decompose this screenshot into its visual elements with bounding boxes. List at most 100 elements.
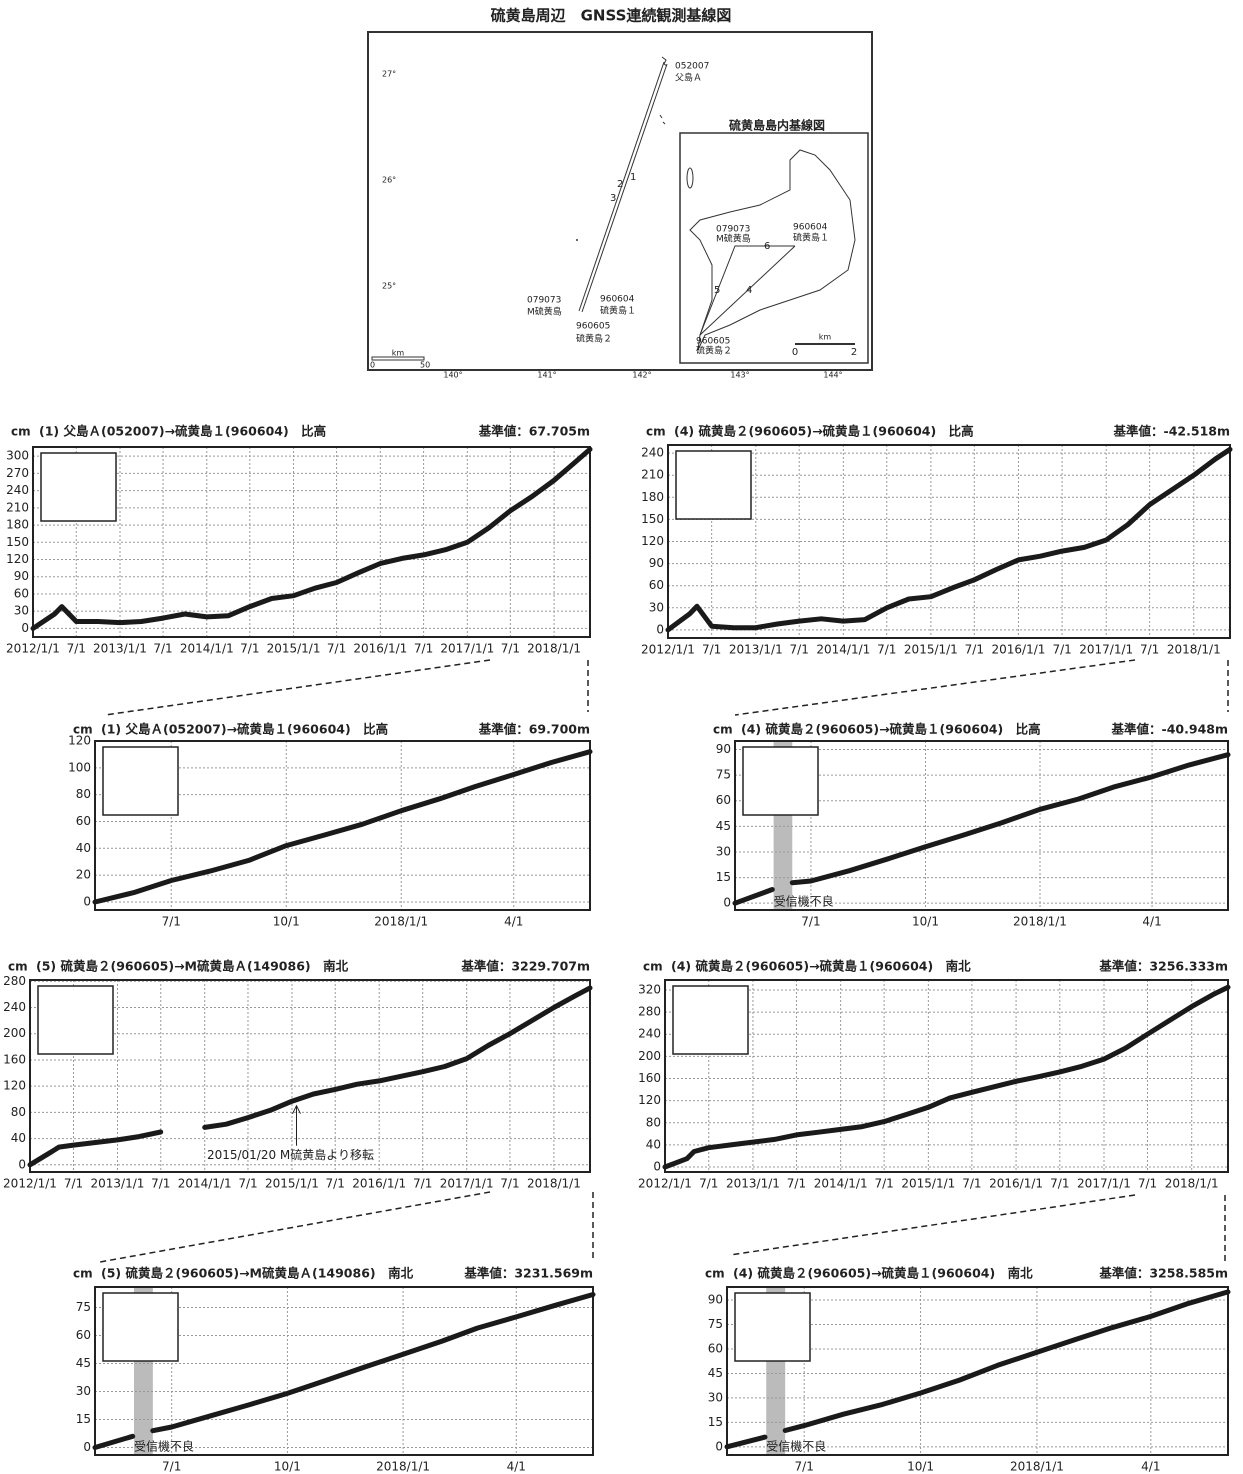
y-axis-label: cm [73,1267,93,1281]
legend-box [37,985,114,1055]
inset-frame [679,132,869,364]
x-tick-label: 2013/1/1 [91,1177,145,1191]
baseline-number: 4 [746,285,752,296]
annotation: 受信機不良 [134,1439,194,1454]
chart: cm (4) 硫黄島２(960605)→硫黄島１(960604) 比高 基準値：-4… [641,424,1233,657]
y-tick-label: 300 [6,449,29,463]
x-tick-label: 7/1 [67,642,86,656]
y-tick-label: 120 [68,734,91,748]
baseline-value: 基準値：3256.333m [1098,959,1228,974]
x-tick-label: 2018/1/1 [527,642,581,656]
station-name: 父島Ａ [675,72,702,84]
chart-title: (5) 硫黄島２(960605)→M硫黄島Ａ(149086) 南北 [36,959,349,974]
station-code: 079073 [716,225,750,235]
x-tick-label: 4/1 [507,1460,526,1474]
x-tick-label: 2017/1/1 [440,642,494,656]
y-tick-label: 60 [649,578,664,592]
map: 硫黄島周辺 GNSS連続観測基線図 27° 26° 25° 140° 141° … [367,7,873,380]
islands [659,56,668,125]
x-tick-label: 7/1 [801,915,820,929]
x-tick-label: 7/1 [327,642,346,656]
x-tick-label: 2016/1/1 [352,1177,406,1191]
baseline-value: 基準値：-40.948m [1111,722,1228,737]
station-name: 硫黄島１ [600,305,636,317]
data-line [732,752,1231,906]
y-tick-label: 60 [716,793,731,807]
data-line [30,446,593,631]
y-tick-label: 30 [14,604,29,618]
y-tick-label: 60 [14,586,29,600]
y-tick-label: 40 [11,1131,26,1145]
scale-zero: 0 [792,347,798,358]
x-tick-label: 7/1 [501,642,520,656]
x-tick-label: 2016/1/1 [989,1177,1043,1191]
chart: cm (4) 硫黄島２(960605)→硫黄島１(960604) 南北 基準値：32… [638,959,1231,1191]
x-tick-label: 7/1 [413,1177,432,1191]
y-tick-label: 15 [716,870,731,884]
lat-label: 27° [382,70,396,79]
lon-label: 144° [823,371,842,380]
y-tick-label: 210 [6,500,29,514]
station-code: 960605 [696,337,730,347]
x-tick-label: 2015/1/1 [904,643,958,657]
y-tick-label: 160 [3,1052,26,1066]
y-tick-label: 0 [21,621,29,635]
y-tick-label: 75 [716,768,731,782]
data-line [665,446,1233,633]
x-tick-label: 2015/1/1 [267,642,321,656]
station-name: M硫黄島 [716,233,751,245]
y-tick-label: 45 [708,1366,723,1380]
station-code: 960604 [793,223,828,233]
legend-box [40,452,117,522]
y-tick-label: 90 [14,569,29,583]
plot-frame [667,444,1231,639]
chart: cm (5) 硫黄島２(960605)→M硫黄島Ａ(149086) 南北 基準値：3… [3,959,593,1191]
baseline-value: 基準値：3258.585m [1098,1266,1228,1281]
y-tick-label: 240 [641,446,664,460]
plot-frame [664,979,1229,1173]
annotation: 受信機不良 [774,894,834,909]
y-tick-label: 60 [76,1328,91,1342]
y-tick-label: 320 [638,982,661,996]
y-tick-label: 0 [656,622,664,636]
x-tick-label: 10/1 [912,915,939,929]
y-tick-label: 200 [638,1049,661,1063]
baseline-value: 基準値：69.700m [478,722,590,737]
chart-title: (4) 硫黄島２(960605)→硫黄島１(960604) 南北 [671,959,971,974]
x-tick-label: 2018/1/1 [1165,1177,1219,1191]
x-tick-label: 4/1 [504,915,523,929]
y-axis-label: cm [643,960,663,974]
chart: cm (4) 硫黄島２(960605)→硫黄島１(960604) 比高 基準値：-4… [713,722,1231,929]
x-tick-label: 2018/1/1 [1013,915,1067,929]
island [576,239,578,241]
y-axis-label: cm [11,425,31,439]
data-line [92,1292,596,1450]
y-tick-label: 80 [11,1105,26,1119]
y-tick-label: 45 [76,1356,91,1370]
y-axis-label: cm [646,425,666,439]
x-tick-label: 2012/1/1 [641,643,695,657]
x-tick-label: 7/1 [702,643,721,657]
chart: cm (4) 硫黄島２(960605)→硫黄島１(960604) 南北 基準値：32… [705,1266,1231,1474]
scale-unit: km [392,349,405,358]
baseline-number: 3 [610,193,616,204]
lon-label: 141° [537,371,556,380]
map-title: 硫黄島周辺 GNSS連続観測基線図 [491,7,732,25]
x-tick-label: 7/1 [877,643,896,657]
inset-baselines [699,245,796,336]
x-tick-label: 7/1 [795,1460,814,1474]
y-tick-label: 30 [708,1390,723,1404]
scale-unit: km [819,333,832,342]
x-tick-label: 2012/1/1 [6,642,60,656]
x-tick-label: 10/1 [273,915,300,929]
x-tick-label: 7/1 [699,1177,718,1191]
y-tick-label: 100 [68,760,91,774]
legend-box [672,985,749,1055]
baseline-number: 1 [630,172,636,183]
scale-zero: 0 [370,361,375,370]
y-tick-label: 160 [638,1071,661,1085]
chart: cm (1) 父島Ａ(052007)→硫黄島１(960604) 比高 基準値：67.… [6,424,593,656]
map-frame [367,31,873,371]
y-tick-label: 75 [76,1300,91,1314]
plot-frame [734,740,1229,911]
